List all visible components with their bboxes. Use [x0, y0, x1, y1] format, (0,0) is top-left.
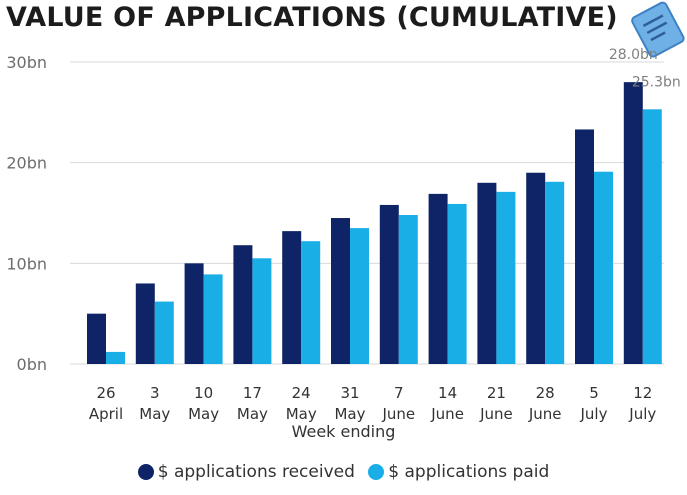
bar-paid — [106, 351, 125, 364]
bar-received — [233, 245, 253, 364]
x-tick-label: 10 — [194, 384, 213, 402]
x-axis-label: Week ending — [291, 422, 396, 441]
bar-received — [623, 82, 643, 364]
x-tick-label: 7 — [394, 384, 404, 402]
bar-received — [575, 129, 594, 364]
x-tick-label: 12 — [633, 384, 652, 402]
x-tick-label: June — [479, 405, 513, 423]
legend-label-received: $ applications received — [157, 462, 355, 482]
bar-received — [477, 182, 497, 364]
legend-item-received: $ applications received — [137, 462, 355, 482]
legend-label-paid: $ applications paid — [388, 462, 550, 482]
bar-paid — [154, 301, 174, 364]
legend-swatch-paid — [368, 464, 385, 480]
bar-received — [379, 204, 399, 364]
bar-paid — [301, 241, 321, 364]
x-tick-label: 28 — [536, 384, 555, 402]
x-tick-label: May — [139, 405, 170, 423]
data-label: 25.3bn — [632, 74, 681, 90]
bar-received — [87, 313, 106, 364]
x-tick-label: May — [334, 405, 365, 423]
bar-paid — [642, 109, 662, 365]
bar-received — [184, 263, 204, 364]
y-tick-label: 0bn — [17, 355, 47, 374]
x-tick-label: 17 — [243, 384, 262, 402]
bar-paid — [398, 215, 418, 364]
x-tick-label: 31 — [340, 384, 359, 402]
bar-received — [135, 283, 155, 364]
bar-paid — [496, 191, 516, 364]
bar-paid — [350, 228, 369, 364]
data-label: 28.0bn — [609, 47, 658, 63]
x-tick-label: July — [580, 405, 608, 423]
bar-paid — [447, 203, 467, 364]
document-icon — [631, 1, 685, 58]
chart-title: VALUE OF APPLICATIONS (CUMULATIVE) — [6, 2, 618, 33]
x-tick-label: 21 — [487, 384, 506, 402]
y-tick-label: 10bn — [6, 254, 47, 273]
x-tick-label: May — [237, 405, 268, 423]
y-tick-label: 20bn — [6, 154, 47, 173]
x-tick-label: 14 — [438, 384, 457, 402]
x-tick-label: May — [188, 405, 219, 423]
bar-paid — [594, 171, 613, 364]
bar-received — [331, 218, 350, 364]
bar-paid — [252, 258, 272, 364]
x-tick-label: June — [430, 405, 464, 423]
bar-received — [526, 172, 546, 364]
x-tick-label: 3 — [150, 384, 160, 402]
legend-item-paid: $ applications paid — [368, 462, 549, 482]
x-tick-label: July — [628, 405, 656, 423]
bar-paid — [545, 181, 565, 364]
x-tick-label: May — [286, 405, 317, 423]
y-tick-label: 30bn — [6, 53, 47, 72]
x-tick-label: June — [381, 405, 415, 423]
bar-received — [428, 193, 448, 364]
legend: $ applications received $ applications p… — [0, 462, 687, 485]
x-tick-label: 24 — [292, 384, 311, 402]
bar-received — [282, 231, 302, 364]
bar-paid — [203, 274, 223, 364]
x-tick-label: 26 — [96, 384, 115, 402]
x-tick-label: 5 — [589, 384, 599, 402]
x-tick-label: June — [528, 405, 562, 423]
x-tick-label: April — [89, 405, 123, 423]
legend-swatch-received — [137, 464, 154, 480]
